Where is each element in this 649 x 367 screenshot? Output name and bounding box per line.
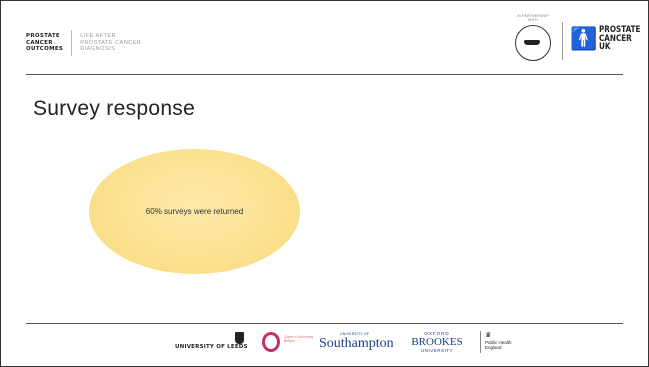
pco-line: CANCER bbox=[26, 39, 53, 46]
pco-wordmark: PROSTATE CANCER OUTCOMES bbox=[26, 33, 63, 53]
survey-ellipse: 60% surveys were returned bbox=[89, 149, 300, 274]
leeds-crest-icon bbox=[235, 332, 244, 344]
moustache-icon bbox=[524, 40, 540, 45]
footer-rule bbox=[26, 323, 623, 324]
qmu-q-icon bbox=[262, 332, 280, 352]
phe-logo: Public Health England bbox=[485, 340, 515, 350]
qmu-logo-text: Queen's University Belfast bbox=[284, 335, 314, 343]
tagline: LIFE AFTER PROSTATE CANCER DIAGNOSIS bbox=[80, 33, 141, 53]
leeds-logo: UNIVERSITY OF LEEDS bbox=[175, 344, 248, 350]
slide-title: Survey response bbox=[33, 97, 196, 120]
brookes-bottom: UNIVERSITY bbox=[420, 348, 453, 353]
southampton-logo: Southampton bbox=[319, 336, 394, 351]
tagline-line: DIAGNOSIS bbox=[80, 46, 116, 53]
royal-crest-icon: ♛ bbox=[485, 332, 492, 339]
logo-divider bbox=[71, 30, 73, 56]
brookes-top: OXFORD bbox=[424, 331, 450, 336]
phe-line: Public Health bbox=[485, 340, 512, 345]
logo-divider bbox=[562, 22, 563, 60]
ellipse-label: 60% surveys were returned bbox=[145, 207, 244, 216]
header-rule bbox=[26, 74, 623, 75]
footer-logos: UNIVERSITY OF LEEDS Queen's University B… bbox=[0, 330, 649, 360]
pco-line: OUTCOMES bbox=[26, 46, 64, 53]
phe-divider bbox=[480, 331, 481, 353]
movember-label: IN PARTNERSHIP WITH bbox=[517, 14, 549, 22]
movember-badge-icon bbox=[515, 25, 551, 61]
tagline-line: PROSTATE CANCER bbox=[80, 39, 142, 46]
prostate-cancer-uk-logo: 🚹 PROSTATE CANCER UK bbox=[570, 26, 649, 52]
pcuk-line: PROSTATE bbox=[599, 25, 641, 35]
southampton-small: UNIVERSITY OF bbox=[340, 332, 370, 336]
man-figure-icon: 🚹 bbox=[570, 25, 598, 51]
pco-logo: PROSTATE CANCER OUTCOMES LIFE AFTER PROS… bbox=[26, 30, 141, 56]
movember-logo: IN PARTNERSHIP WITH bbox=[513, 14, 553, 66]
tagline-line: LIFE AFTER bbox=[80, 33, 117, 40]
pcuk-wordmark: PROSTATE CANCER UK bbox=[599, 26, 641, 52]
phe-line: England bbox=[485, 345, 502, 350]
brookes-logo: BROOKES bbox=[411, 336, 463, 348]
pco-line: PROSTATE bbox=[26, 33, 60, 40]
pcuk-line: CANCER UK bbox=[599, 33, 633, 52]
